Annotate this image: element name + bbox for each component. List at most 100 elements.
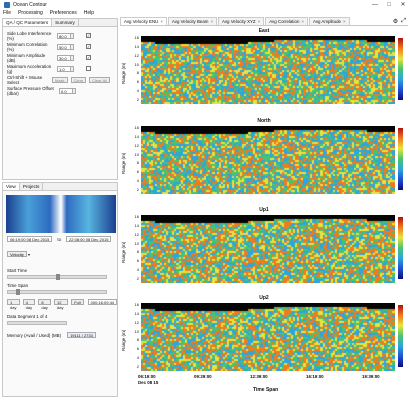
span-4day-button[interactable]: 4 day [22,299,36,310]
y-tick-label: 14 [134,43,139,49]
mask-button[interactable]: Mask [52,76,68,83]
surface-offset-input[interactable]: 0.0 [59,87,73,94]
plot-area: East Range (m) 16 14 12 10 8 6 4 2 North Range (m) 1… [120,27,408,397]
segment-slider[interactable] [7,321,67,325]
app-icon [4,1,10,8]
tab-qc-parameters[interactable]: QA / QC Parameters [3,19,53,26]
close-icon[interactable]: × [257,18,261,24]
close-icon[interactable]: × [342,18,346,24]
close-icon[interactable]: × [301,18,304,24]
slider-thumb[interactable] [56,274,60,280]
heatmap-north[interactable] [141,126,395,194]
qc-checkbox[interactable]: ✓ [86,33,91,38]
qc-value-input[interactable]: 30.0 [57,54,71,61]
qc-row-min-amplitude: Minimum Amplitude (dB) 30.0 ✓ [3,52,117,63]
panel-title: North [257,118,271,124]
y-axis-label: Range (m) [121,329,126,351]
spinner-icon[interactable] [73,87,76,94]
span-1day-button[interactable]: 1 day [7,299,20,310]
colorbar [398,128,403,190]
qc-value-input[interactable]: 50.0 [57,43,71,50]
tab-avg-velocity-enu[interactable]: Avg Velocity ENU × [120,17,167,25]
y-tick-label: 6 [136,258,139,264]
panel-title: Up1 [259,207,269,213]
spinner-icon[interactable] [71,65,74,72]
close-button[interactable]: ✕ [400,2,406,8]
mask-row: Ctrl-Shift + Mouse Select Mask Clear Cle… [3,74,117,85]
heatmap-canvas[interactable] [141,215,395,283]
tab-view[interactable]: View [3,183,20,190]
heatmap-canvas[interactable] [141,303,395,371]
qc-value-input[interactable]: 80.0 [57,32,71,39]
slider-thumb[interactable] [16,289,20,295]
to-time-input[interactable]: 22:08:00 08 Dec 2015 [66,236,112,242]
qc-panel: QA / QC Parameters Summary Side Lobe Int… [2,18,118,180]
y-tick-label: 2 [136,276,139,281]
menu-bar: File Processing Preferences Help [0,9,410,17]
panel-title: Up2 [259,295,269,301]
qc-label: Minimum Correlation (%) [7,41,48,52]
span-12day-button[interactable]: 12 day [54,299,69,310]
tab-avg-amplitude[interactable]: Avg Amplitude × [308,17,350,25]
close-icon[interactable]: × [160,18,163,24]
x-axis-title: Time Span [253,387,279,393]
y-tick-label: 14 [134,310,139,316]
heatmap-up1[interactable] [141,215,395,283]
x-tick-label: 09:29:00 [194,374,212,379]
y-axis-label: Range (m) [121,152,126,174]
qc-checkbox[interactable]: ✓ [86,55,91,60]
spinner-icon[interactable] [71,32,74,39]
menu-processing[interactable]: Processing [18,10,43,16]
settings-icon[interactable]: ⚙ [392,18,399,25]
menu-file[interactable]: File [3,10,12,16]
start-time-slider[interactable] [7,274,107,280]
y-tick-label: 4 [136,267,139,273]
qc-checkbox[interactable] [86,66,91,71]
heatmap-east[interactable] [141,36,395,104]
heatmap-canvas[interactable] [141,36,395,104]
segment-label: Data Segment 1 of 4 [7,314,48,319]
tab-avg-velocity-beam[interactable]: Avg Velocity Beam × [167,17,218,25]
heatmap-canvas[interactable] [141,126,395,194]
qc-row-side-lobe: Side Lobe Interference (%) 80.0 ✓ [3,30,117,41]
heatmap-up2[interactable] [141,303,395,371]
memory-label: Memory (Avail / Used) (MB) [7,332,62,338]
ctrl-shift-label: Ctrl-Shift + Mouse Select [7,74,43,85]
spinner-icon[interactable] [71,43,74,50]
menu-preferences[interactable]: Preferences [49,10,77,16]
tab-projects[interactable]: Projects [20,183,44,190]
maximize-button[interactable]: □ [387,1,391,8]
y-tick-label: 2 [136,97,139,102]
span-full-button[interactable]: Full [71,299,84,305]
tab-summary[interactable]: Summary [52,19,79,26]
span-8day-button[interactable]: 8 day [38,299,52,310]
chevron-down-icon[interactable]: ▾ [28,251,31,257]
overview-thumbnail[interactable] [6,195,116,233]
from-time-input[interactable]: 06:19:00 08 Dec 2015 [7,236,53,242]
menu-help[interactable]: Help [83,10,95,16]
x-tick-label: 12:39:00 [250,374,268,379]
clear-button[interactable]: Clear [70,76,87,83]
expand-icon[interactable]: ⤢ [401,17,406,24]
colorbar [398,38,403,100]
variable-select[interactable]: Velocity [7,251,27,257]
clear-all-button[interactable]: Clear All [89,76,111,83]
y-tick-label: 10 [134,240,139,246]
tab-label: Avg Correlation [269,18,300,24]
qc-checkbox[interactable]: ✓ [86,44,91,49]
tab-avg-velocity-xyz[interactable]: Avg Velocity XYZ × [218,17,265,25]
close-icon[interactable]: × [210,18,214,24]
qc-row-max-acceleration: Maximum Acceleration (g) 1.0 [3,63,117,74]
span-value-input[interactable]: 000:16:09:44 [87,299,118,305]
y-tick-label: 12 [134,52,139,58]
minimize-button[interactable]: — [372,1,378,8]
memory-value: 19111 / 2733 [67,332,96,338]
qc-value-input[interactable]: 1.0 [57,65,71,72]
y-tick-label: 6 [136,346,139,352]
spinner-icon[interactable] [71,54,74,61]
tab-avg-correlation[interactable]: Avg Correlation × [265,17,308,25]
time-span-slider[interactable] [7,289,107,295]
y-tick-label: 16 [134,35,139,40]
tab-label: Avg Velocity XYZ [222,18,256,24]
title-bar: Ocean Contour — □ ✕ [0,0,410,9]
